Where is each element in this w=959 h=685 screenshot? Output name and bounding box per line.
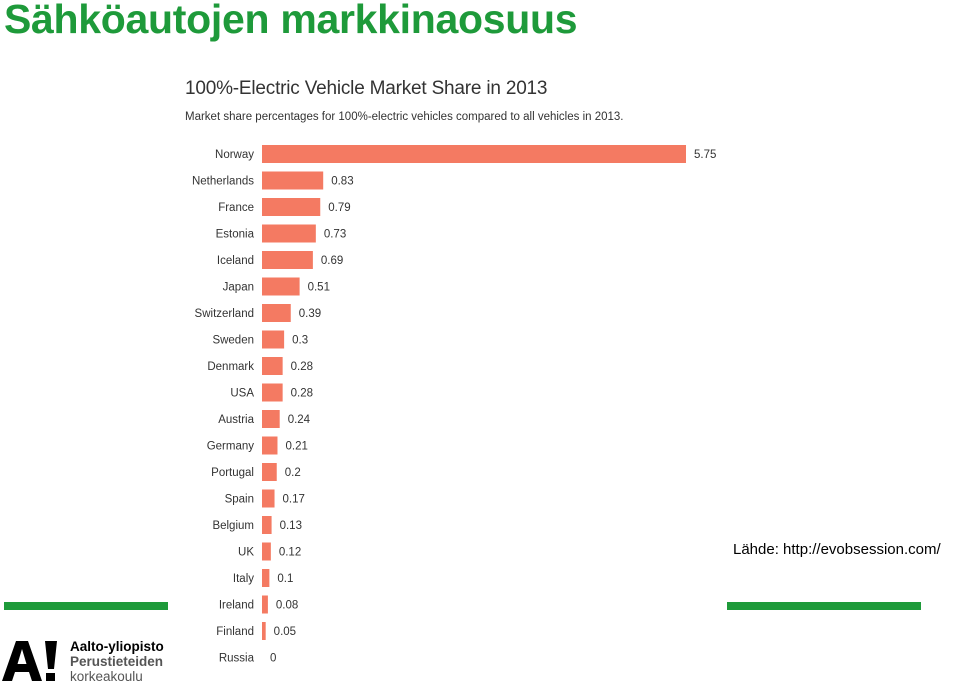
category-label-italy: Italy	[233, 573, 254, 585]
category-label-usa: USA	[230, 388, 254, 400]
source-citation: Lähde: http://evobsession.com/	[733, 541, 941, 558]
bar-germany	[262, 436, 278, 455]
value-label-norway: 5.75	[694, 149, 716, 161]
bar-spain	[262, 489, 275, 508]
category-label-portugal: Portugal	[211, 467, 254, 479]
value-label-russia: 0	[270, 653, 276, 665]
category-label-france: France	[218, 202, 254, 214]
value-label-switzerland: 0.39	[299, 308, 321, 320]
value-label-ireland: 0.08	[276, 600, 298, 612]
bar-portugal	[262, 463, 277, 481]
category-label-japan: Japan	[223, 282, 254, 294]
chart-title: 100%-Electric Vehicle Market Share in 20…	[185, 78, 548, 99]
bar-france	[262, 198, 321, 216]
logo-line-1: Aalto-yliopisto	[70, 639, 164, 654]
bar-norway	[262, 145, 686, 163]
value-label-spain: 0.17	[283, 494, 305, 506]
category-label-denmark: Denmark	[207, 361, 254, 373]
value-label-denmark: 0.28	[291, 361, 313, 373]
bar-switzerland	[262, 304, 291, 322]
category-label-switzerland: Switzerland	[195, 308, 254, 320]
bar-netherlands	[262, 171, 324, 190]
bar-belgium	[262, 516, 272, 534]
value-label-germany: 0.21	[285, 441, 307, 453]
bar-ireland	[262, 595, 268, 614]
bar-denmark	[262, 357, 283, 375]
category-label-belgium: Belgium	[212, 520, 254, 532]
green-rule-right	[727, 602, 921, 610]
category-label-finland: Finland	[216, 626, 254, 638]
value-label-japan: 0.51	[308, 282, 330, 294]
value-label-finland: 0.05	[274, 626, 296, 638]
category-label-sweden: Sweden	[212, 335, 254, 347]
bar-italy	[262, 569, 270, 587]
category-label-netherlands: Netherlands	[192, 176, 254, 188]
bar-chart: Norway 5.75 Netherlands 0.83 France 0.79 Eston…	[192, 145, 716, 665]
category-label-ireland: Ireland	[219, 600, 254, 612]
chart-panel: 100%-Electric Vehicle Market Share in 20…	[170, 70, 725, 685]
bar-uk	[262, 542, 271, 561]
bar-usa	[262, 383, 283, 402]
aalto-a-logo-icon	[2, 641, 57, 681]
category-label-uk: UK	[238, 547, 254, 559]
aalto-logo: Aalto-yliopisto Perustieteiden korkeakou…	[0, 635, 170, 685]
category-label-austria: Austria	[218, 414, 254, 426]
bar-austria	[262, 410, 280, 428]
value-label-sweden: 0.3	[292, 335, 308, 347]
category-label-russia: Russia	[219, 653, 255, 665]
category-label-iceland: Iceland	[217, 255, 254, 267]
logo-line-2: Perustieteiden	[70, 654, 164, 669]
value-label-uk: 0.12	[279, 547, 301, 559]
category-label-norway: Norway	[215, 149, 254, 161]
value-label-austria: 0.24	[288, 414, 311, 426]
green-rule-left	[4, 602, 168, 610]
bar-japan	[262, 277, 300, 296]
value-label-usa: 0.28	[291, 388, 313, 400]
category-label-spain: Spain	[225, 494, 254, 506]
value-label-belgium: 0.13	[280, 520, 302, 532]
value-label-italy: 0.1	[277, 573, 293, 585]
bar-estonia	[262, 224, 316, 243]
category-label-estonia: Estonia	[216, 229, 255, 241]
value-label-estonia: 0.73	[324, 229, 346, 241]
bar-finland	[262, 622, 266, 640]
bar-sweden	[262, 330, 285, 349]
bar-iceland	[262, 251, 313, 269]
value-label-netherlands: 0.83	[331, 176, 353, 188]
value-label-france: 0.79	[328, 202, 350, 214]
slide-title: Sähköautojen markkinaosuus	[4, 0, 578, 42]
logo-line-3: korkeakoulu	[70, 669, 143, 684]
value-label-iceland: 0.69	[321, 255, 343, 267]
category-label-germany: Germany	[207, 441, 255, 453]
value-label-portugal: 0.2	[285, 467, 301, 479]
chart-subtitle: Market share percentages for 100%-electr…	[185, 111, 624, 123]
